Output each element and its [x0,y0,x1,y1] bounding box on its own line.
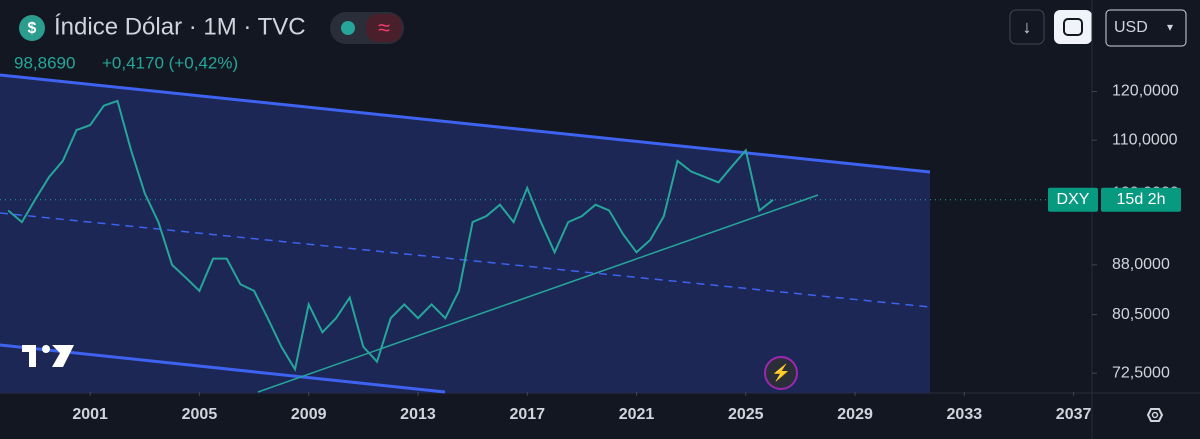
x-tick-label: 2017 [509,406,545,423]
settings-icon [1151,411,1159,419]
indicator-badge [366,14,402,42]
fullscreen-button[interactable] [1054,10,1092,44]
trend-line [257,194,819,393]
price-line [7,99,774,372]
x-tick-label: 2037 [1056,406,1092,423]
alert-button[interactable] [764,356,798,390]
x-tick-label: 2021 [619,406,655,423]
download-icon: ↓ [1023,17,1032,37]
x-tick-label: 2005 [182,406,218,423]
countdown-label: 15d 2h [1117,191,1166,208]
currency-icon-glyph: $ [28,20,37,37]
y-tick-label: 120,0000 [1112,83,1179,100]
y-tick-label: 110,0000 [1112,131,1178,148]
currency-icon [19,15,45,41]
x-tick-label: 2033 [947,406,983,423]
y-tick-label: 72,5000 [1112,364,1170,381]
tv-logo [22,345,74,367]
currency-label: USD [1114,19,1148,36]
x-tick-label: 2009 [291,406,327,423]
x-tick-label: 2029 [837,406,873,423]
ticker-label: DXY [1057,191,1090,208]
y-tick-label: 80,5000 [1112,306,1170,323]
currency-select[interactable] [1105,9,1187,47]
x-tick-label: 2013 [400,406,436,423]
indicator-glyph: ≈ [378,15,390,40]
channel-lower [0,343,446,394]
last-price: 98,8690 [14,53,75,72]
channel-upper [0,73,931,174]
market-status [341,21,355,35]
alert-icon: ⚡ [771,363,791,382]
symbol-title: Índice Dólar · 1M · TVC [54,13,306,40]
channel-fill [0,75,930,393]
settings-button[interactable] [1146,408,1164,422]
currency-caret: ▾ [1167,20,1173,34]
countdown-badge [1101,187,1181,212]
download-button[interactable] [1009,9,1045,45]
price-change: +0,4170 (+0,42%) [102,53,238,72]
x-tick-label: 2025 [728,406,764,423]
ticker-badge [1048,187,1098,212]
y-tick-label: 88,0000 [1112,256,1170,273]
x-tick-label: 2001 [72,406,108,423]
fullscreen-icon [1063,18,1083,36]
